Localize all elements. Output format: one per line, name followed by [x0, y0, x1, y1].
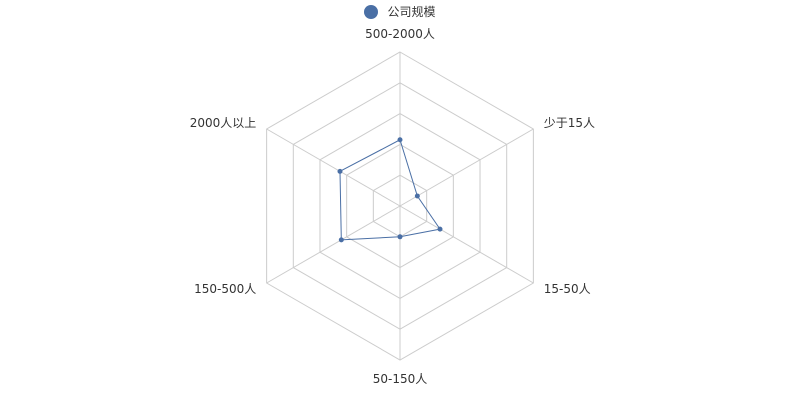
- data-point: [437, 226, 443, 232]
- legend[interactable]: 公司规模: [0, 3, 800, 20]
- indicator-label: 50-150人: [373, 372, 428, 386]
- data-point: [397, 137, 403, 143]
- axis-spoke: [399, 128, 534, 207]
- data-point: [397, 234, 403, 240]
- indicator-label: 15-50人: [544, 282, 591, 296]
- indicator-label: 2000人以上: [190, 116, 257, 130]
- axis-spoke: [266, 205, 401, 284]
- indicator-label: 500-2000人: [365, 27, 435, 41]
- indicator-label: 150-500人: [194, 282, 256, 296]
- legend-label: 公司规模: [387, 5, 436, 19]
- data-point: [337, 168, 343, 174]
- legend-marker: [364, 4, 379, 19]
- indicator-label: 少于15人: [544, 116, 595, 130]
- data-point: [338, 237, 344, 243]
- axis-spoke: [399, 205, 534, 284]
- axis-spoke: [266, 128, 401, 207]
- data-point: [414, 193, 420, 199]
